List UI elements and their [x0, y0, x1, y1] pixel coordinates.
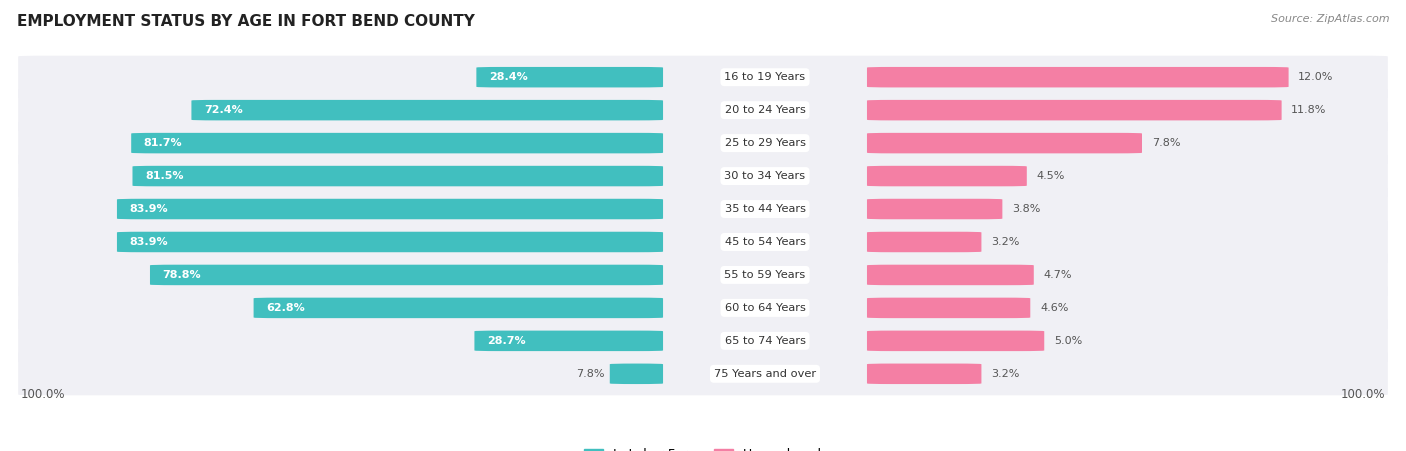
Text: 35 to 44 Years: 35 to 44 Years — [724, 204, 806, 214]
Text: 100.0%: 100.0% — [1340, 388, 1385, 401]
FancyBboxPatch shape — [253, 298, 664, 318]
FancyBboxPatch shape — [868, 265, 1033, 285]
FancyBboxPatch shape — [18, 352, 1388, 396]
Text: Source: ZipAtlas.com: Source: ZipAtlas.com — [1271, 14, 1389, 23]
FancyBboxPatch shape — [18, 89, 1388, 132]
FancyBboxPatch shape — [868, 67, 1289, 87]
Text: 81.5%: 81.5% — [145, 171, 183, 181]
FancyBboxPatch shape — [18, 55, 1388, 99]
Text: 75 Years and over: 75 Years and over — [714, 369, 815, 379]
FancyBboxPatch shape — [868, 133, 1142, 153]
FancyBboxPatch shape — [18, 221, 1388, 263]
Text: 5.0%: 5.0% — [1054, 336, 1083, 346]
Text: 28.7%: 28.7% — [486, 336, 526, 346]
Text: 7.8%: 7.8% — [1152, 138, 1180, 148]
Text: 81.7%: 81.7% — [143, 138, 183, 148]
Text: 4.7%: 4.7% — [1043, 270, 1071, 280]
Text: 62.8%: 62.8% — [266, 303, 305, 313]
Text: 4.6%: 4.6% — [1040, 303, 1069, 313]
FancyBboxPatch shape — [18, 253, 1388, 296]
Text: 100.0%: 100.0% — [21, 388, 66, 401]
Text: 78.8%: 78.8% — [162, 270, 201, 280]
Text: 4.5%: 4.5% — [1036, 171, 1064, 181]
FancyBboxPatch shape — [868, 166, 1026, 186]
Text: 72.4%: 72.4% — [204, 105, 243, 115]
Text: EMPLOYMENT STATUS BY AGE IN FORT BEND COUNTY: EMPLOYMENT STATUS BY AGE IN FORT BEND CO… — [17, 14, 475, 28]
FancyBboxPatch shape — [868, 364, 981, 384]
FancyBboxPatch shape — [18, 319, 1388, 362]
Text: 25 to 29 Years: 25 to 29 Years — [724, 138, 806, 148]
FancyBboxPatch shape — [18, 155, 1388, 198]
Text: 16 to 19 Years: 16 to 19 Years — [724, 72, 806, 82]
FancyBboxPatch shape — [117, 199, 664, 219]
Text: 7.8%: 7.8% — [576, 369, 605, 379]
FancyBboxPatch shape — [610, 364, 664, 384]
FancyBboxPatch shape — [868, 232, 981, 252]
FancyBboxPatch shape — [868, 298, 1031, 318]
FancyBboxPatch shape — [18, 286, 1388, 329]
Legend: In Labor Force, Unemployed: In Labor Force, Unemployed — [579, 443, 827, 451]
FancyBboxPatch shape — [131, 133, 664, 153]
Text: 30 to 34 Years: 30 to 34 Years — [724, 171, 806, 181]
FancyBboxPatch shape — [868, 100, 1282, 120]
FancyBboxPatch shape — [18, 122, 1388, 165]
Text: 45 to 54 Years: 45 to 54 Years — [724, 237, 806, 247]
Text: 55 to 59 Years: 55 to 59 Years — [724, 270, 806, 280]
Text: 12.0%: 12.0% — [1298, 72, 1334, 82]
FancyBboxPatch shape — [132, 166, 664, 186]
Text: 11.8%: 11.8% — [1291, 105, 1327, 115]
Text: 60 to 64 Years: 60 to 64 Years — [724, 303, 806, 313]
Text: 3.2%: 3.2% — [991, 369, 1019, 379]
Text: 28.4%: 28.4% — [489, 72, 527, 82]
FancyBboxPatch shape — [868, 199, 1002, 219]
FancyBboxPatch shape — [474, 331, 664, 351]
FancyBboxPatch shape — [18, 188, 1388, 230]
Text: 20 to 24 Years: 20 to 24 Years — [724, 105, 806, 115]
Text: 3.2%: 3.2% — [991, 237, 1019, 247]
Text: 83.9%: 83.9% — [129, 204, 167, 214]
Text: 83.9%: 83.9% — [129, 237, 167, 247]
FancyBboxPatch shape — [191, 100, 664, 120]
FancyBboxPatch shape — [868, 331, 1045, 351]
FancyBboxPatch shape — [150, 265, 664, 285]
FancyBboxPatch shape — [117, 232, 664, 252]
Text: 65 to 74 Years: 65 to 74 Years — [724, 336, 806, 346]
FancyBboxPatch shape — [477, 67, 664, 87]
Text: 3.8%: 3.8% — [1012, 204, 1040, 214]
